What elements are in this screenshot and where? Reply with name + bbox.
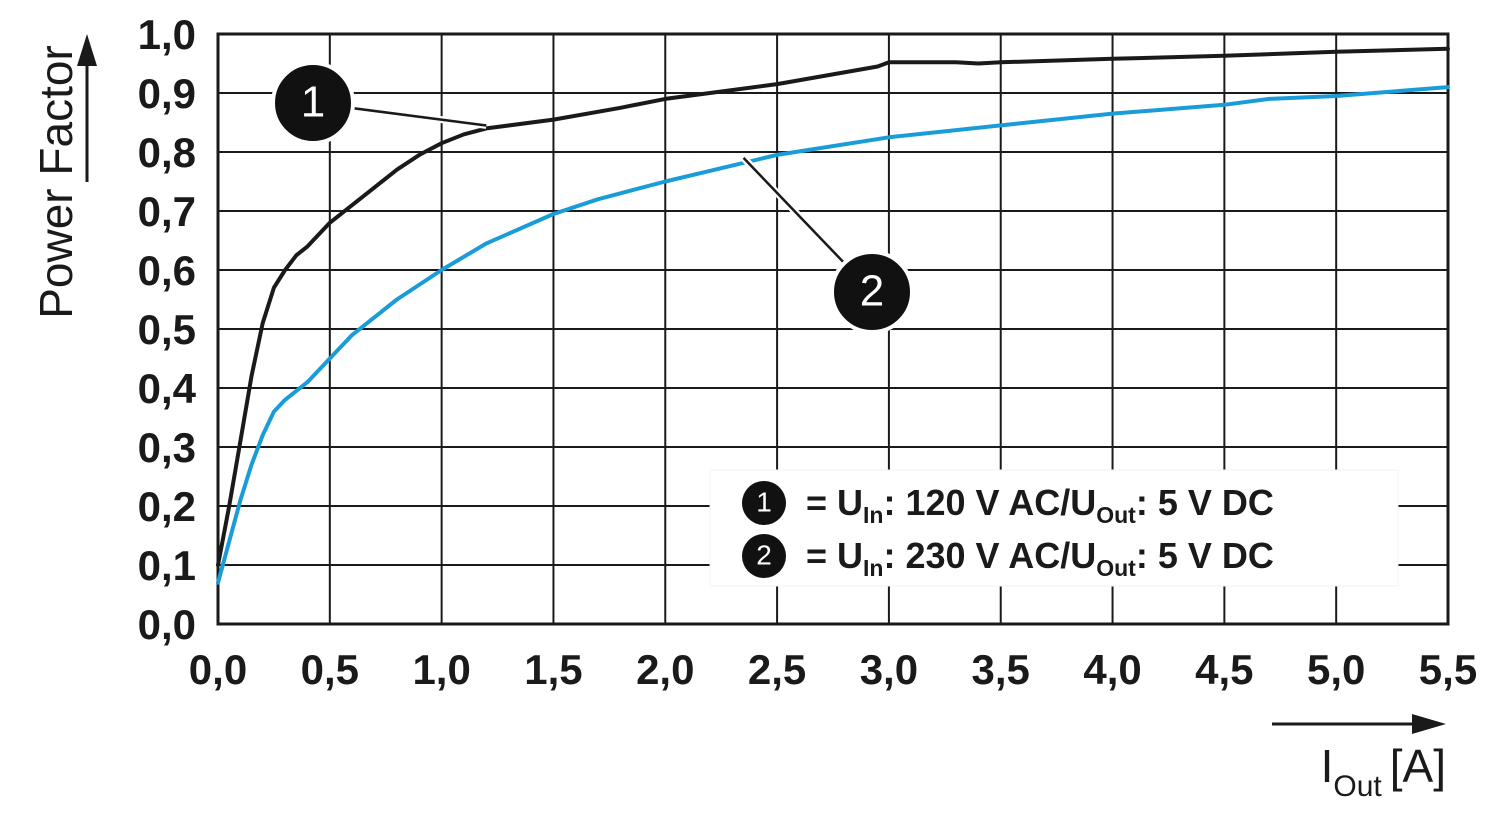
x-tick-label: 4,0 [1083,646,1141,693]
legend-item-2: 2 = UIn: 230 V AC/UOut: 5 V DC [742,534,1274,581]
legend-text-2-out-sub: Out [1096,555,1136,581]
legend-text-1-out-sub: Out [1096,502,1136,528]
legend-text-1: = UIn: 120 V AC/UOut: 5 V DC [806,482,1274,528]
x-tick-label: 3,0 [860,646,918,693]
y-tick-label: 0,1 [138,542,196,589]
x-tick-label: 1,5 [524,646,582,693]
legend-text-1-suffix: : 5 V DC [1136,482,1274,523]
y-tick-label: 0,2 [138,483,196,530]
y-tick-label: 0,9 [138,70,196,117]
legend-text-1-prefix: = U [806,482,863,523]
series-line-2 [216,85,1450,585]
x-tick-label: 0,0 [189,646,247,693]
x-tick-label: 5,0 [1307,646,1365,693]
x-tick-label: 3,5 [972,646,1030,693]
x-axis-title-sub: Out [1333,770,1382,803]
legend-badge-1 [742,481,786,525]
y-tick-labels: 0,0 0,1 0,2 0,3 0,4 0,5 0,6 0,7 0,8 0,9 1,0 [138,11,197,648]
x-tick-label: 1,0 [412,646,470,693]
legend-box [709,469,1399,587]
series-line-1 [216,46,1450,567]
x-axis-arrow-head [1412,714,1446,734]
y-axis-title-group: Power Factor [30,34,97,319]
legend-text-1-in-sub: In [863,502,883,528]
legend-text-2: = UIn: 230 V AC/UOut: 5 V DC [806,535,1274,581]
legend-badge-2-label: 2 [756,539,772,570]
x-axis-title-main: I [1321,740,1334,792]
legend-text-2-mid: : 230 V AC/U [883,535,1096,576]
y-axis-title: Power Factor [30,45,82,319]
y-tick-label: 0,3 [138,424,196,471]
legend-badge-1-label: 1 [756,486,772,517]
x-tick-labels: 0,0 0,5 1,0 1,5 2,0 2,5 3,0 3,5 4,0 4,5 5,0 5,5 [189,646,1477,693]
y-tick-label: 0,8 [138,129,196,176]
legend-text-2-in-sub: In [863,555,883,581]
legend-item-1: 1 = UIn: 120 V AC/UOut: 5 V DC [742,481,1274,528]
legend-text-2-prefix: = U [806,535,863,576]
legend-badge-2 [742,534,786,578]
callout-badge [830,250,914,334]
legend-text-1-mid: : 120 V AC/U [883,482,1096,523]
x-tick-label: 2,0 [636,646,694,693]
y-tick-label: 1,0 [138,11,196,58]
x-axis-title-group: IOut [A] [1272,714,1446,803]
plot-border [216,32,1450,626]
x-tick-label: 4,5 [1195,646,1253,693]
y-tick-label: 0,6 [138,247,196,294]
callout-2: 2 [741,155,914,334]
callout-layer: 12 [271,61,914,334]
legend: 1 = UIn: 120 V AC/UOut: 5 V DC 2 = UIn: … [709,469,1399,587]
series-layer [216,46,1450,585]
callout-badge [271,61,355,145]
y-axis-arrow-head [77,34,97,66]
x-axis-title-unit: [A] [1390,740,1446,792]
y-tick-label: 0,0 [138,601,196,648]
x-tick-label: 5,5 [1419,646,1477,693]
callout-badge-label: 1 [301,78,325,127]
callout-1: 1 [271,61,487,145]
callout-badge-label: 2 [860,267,884,316]
legend-text-2-suffix: : 5 V DC [1136,535,1274,576]
x-tick-label: 0,5 [301,646,359,693]
y-tick-label: 0,5 [138,306,196,353]
x-tick-label: 2,5 [748,646,806,693]
y-tick-label: 0,4 [138,365,197,412]
x-axis-title: IOut [A] [1321,740,1446,803]
y-tick-label: 0,7 [138,188,196,235]
